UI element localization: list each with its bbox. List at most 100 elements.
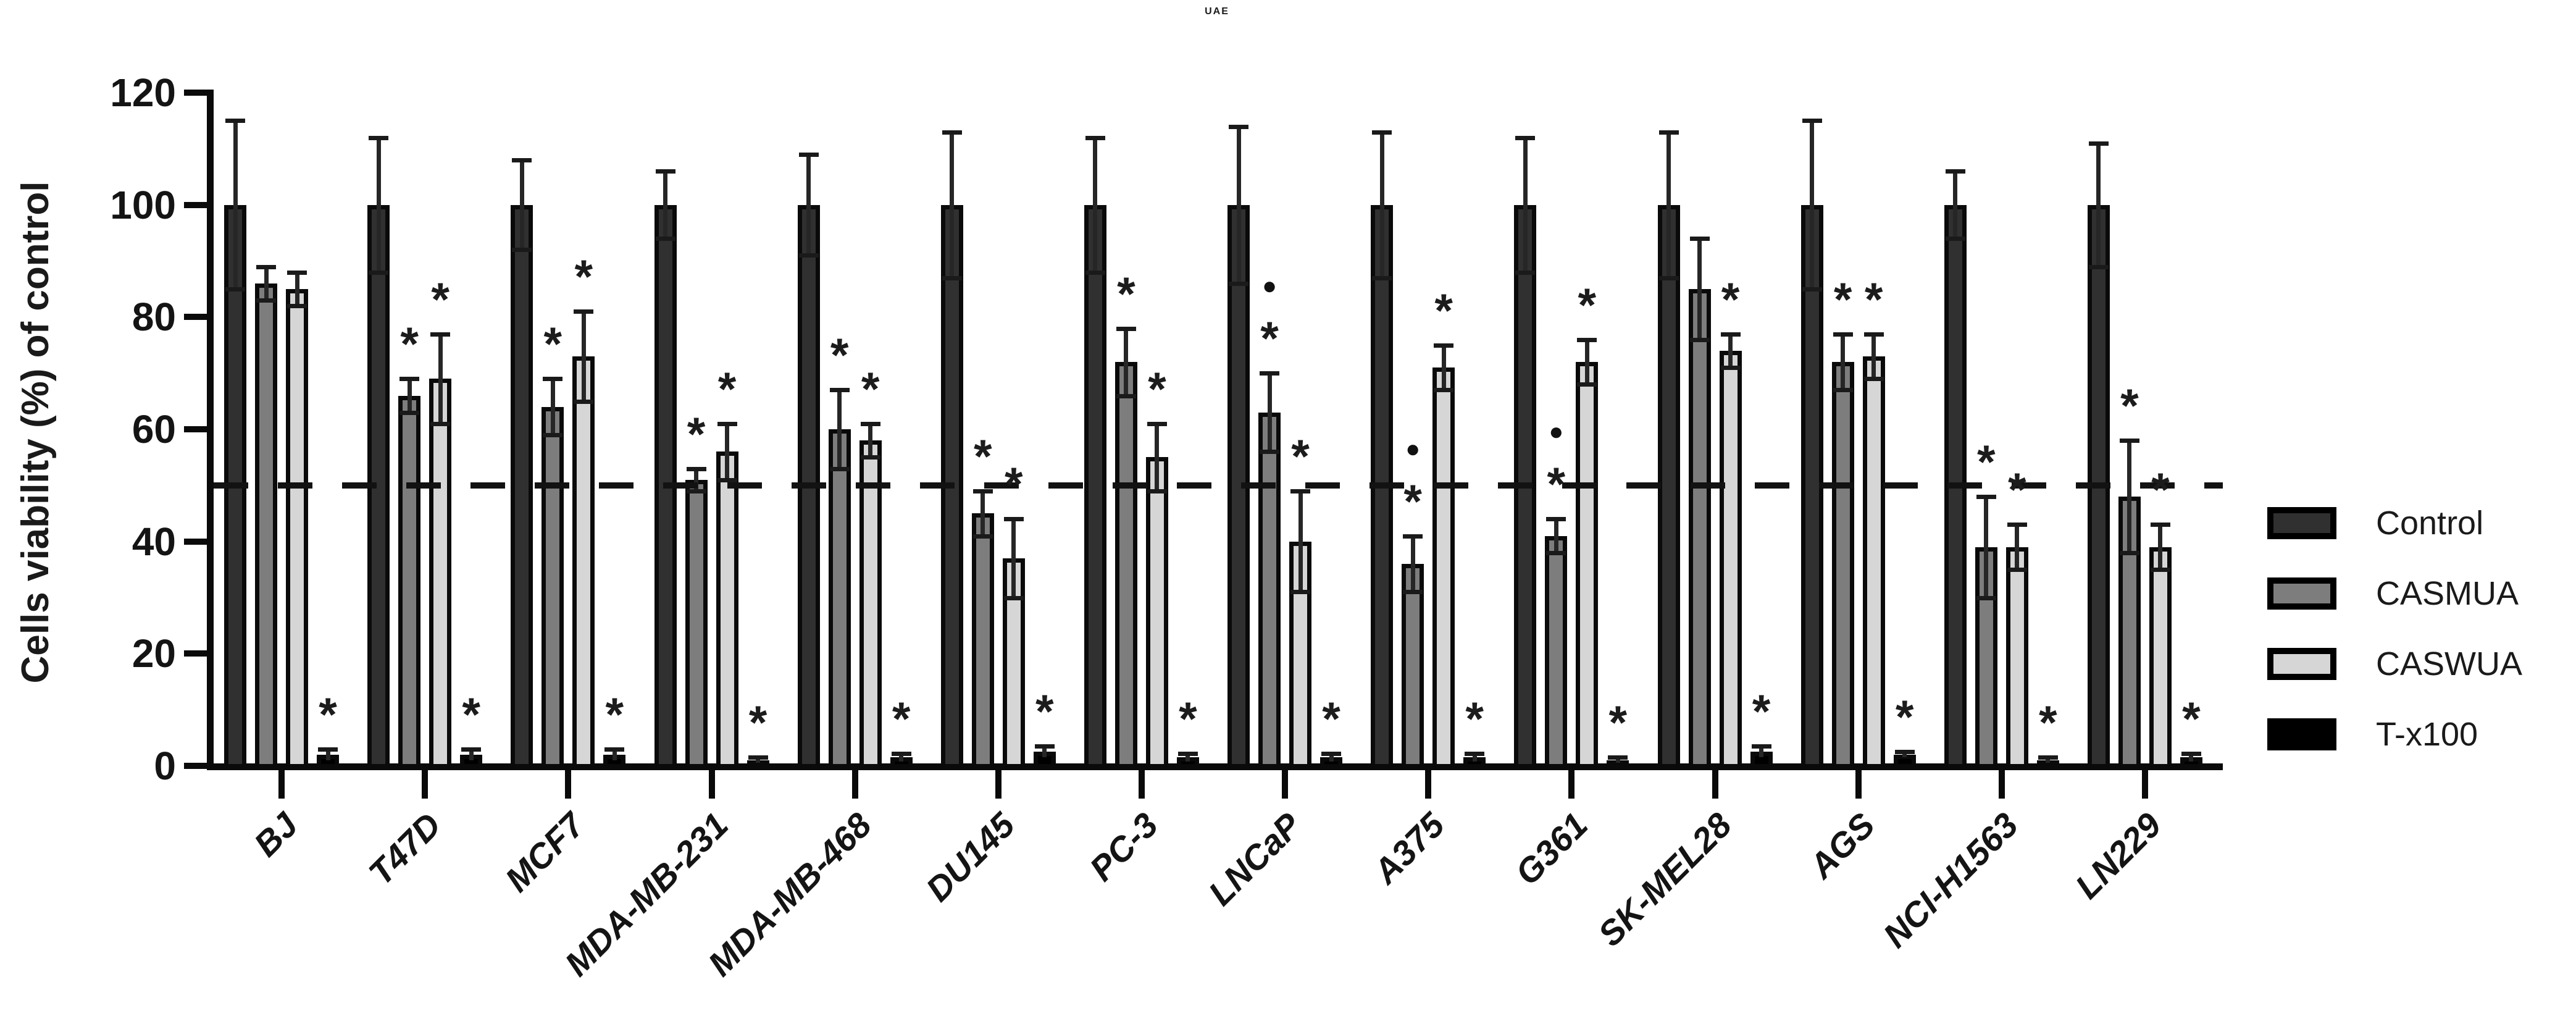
error-cap-top <box>430 332 451 337</box>
significance-asterisk: * <box>2151 464 2170 517</box>
significance-asterisk: * <box>1721 273 1740 326</box>
error-cap-top <box>2119 439 2139 443</box>
error-cap-bottom <box>1976 595 1996 600</box>
error-cap-top <box>512 158 532 162</box>
significance-asterisk: * <box>717 363 737 416</box>
error-cap-top <box>1372 130 1392 135</box>
error-bar-casmua-g361 <box>1554 519 1558 553</box>
error-cap-top <box>2181 752 2201 757</box>
error-bar-control-nci-h1563 <box>1953 171 1958 239</box>
error-cap-bottom <box>543 433 563 438</box>
error-bar-caswua-mda-mb-468 <box>868 423 873 458</box>
error-cap-top <box>1003 517 1024 522</box>
legend-swatch-control <box>2267 507 2336 539</box>
error-cap-top <box>1945 169 1965 174</box>
chart-title: UAE <box>1205 6 1229 17</box>
error-cap-bottom <box>942 275 962 280</box>
error-cap-bottom <box>399 410 420 415</box>
bar-caswua-mda-mb-468 <box>859 440 882 768</box>
x-axis-tick <box>422 770 429 799</box>
error-bar-t-x100-nci-h1563 <box>2046 757 2051 763</box>
significance-asterisk: * <box>1403 475 1422 528</box>
bar-casmua-mda-mb-231 <box>685 479 708 768</box>
significance-dot: ● <box>1405 435 1421 463</box>
significance-asterisk: * <box>574 251 593 304</box>
error-cap-bottom <box>717 477 737 482</box>
significance-asterisk: * <box>605 688 624 741</box>
error-bar-control-ags <box>1810 120 1815 289</box>
error-cap-bottom <box>655 237 675 241</box>
error-cap-bottom <box>1577 382 1597 387</box>
error-bar-control-du145 <box>950 132 955 278</box>
error-bar-caswua-mcf7 <box>581 311 586 401</box>
error-cap-bottom <box>1802 287 1822 292</box>
bar-caswua-ags <box>1862 356 1885 768</box>
error-cap-top <box>399 377 420 382</box>
legend-label-control: Control <box>2376 505 2484 542</box>
bar-casmua-du145 <box>971 513 994 768</box>
error-cap-top <box>1802 119 1822 124</box>
error-cap-bottom <box>829 466 850 471</box>
x-axis-tick <box>1425 770 1432 799</box>
error-cap-top <box>256 264 277 269</box>
significance-asterisk: * <box>1864 273 1883 326</box>
error-cap-top <box>1434 343 1454 348</box>
error-cap-top <box>318 747 338 752</box>
bar-casmua-pc-3 <box>1114 362 1137 768</box>
bar-casmua-bj <box>255 283 278 768</box>
error-bar-t-x100-pc-3 <box>1186 754 1190 762</box>
bar-casmua-g361 <box>1545 535 1568 768</box>
error-bar-t-x100-ags <box>1902 752 1907 758</box>
error-bar-caswua-a375 <box>1441 345 1446 390</box>
error-cap-bottom <box>287 304 307 309</box>
significance-asterisk: * <box>1752 686 1771 739</box>
bar-caswua-bj <box>286 288 309 768</box>
error-cap-bottom <box>574 399 594 404</box>
error-cap-bottom <box>1945 237 1965 241</box>
error-bar-t-x100-du145 <box>1042 746 1047 758</box>
error-bar-casmua-ln229 <box>2127 440 2132 553</box>
error-bar-casmua-ags <box>1841 334 1846 390</box>
error-cap-top <box>2150 523 2170 527</box>
error-bar-t-x100-lncap <box>1329 754 1334 762</box>
error-cap-top <box>1720 332 1741 337</box>
error-cap-bottom <box>430 421 451 426</box>
bar-casmua-a375 <box>1402 564 1424 768</box>
significance-dot: ● <box>1549 418 1564 446</box>
legend-swatch-caswua <box>2267 648 2336 680</box>
error-bar-caswua-g361 <box>1584 339 1589 385</box>
error-bar-casmua-lncap <box>1267 373 1272 452</box>
error-cap-top <box>748 755 768 760</box>
error-cap-top <box>1034 744 1055 749</box>
significance-asterisk: * <box>2007 464 2026 517</box>
error-cap-top <box>2007 523 2027 527</box>
error-bar-control-ln229 <box>2096 143 2101 267</box>
y-axis-line <box>207 90 214 770</box>
y-axis-tick <box>184 314 210 321</box>
error-cap-top <box>1229 124 1249 129</box>
bar-caswua-sk-mel28 <box>1719 350 1742 768</box>
error-cap-bottom <box>1147 489 1167 493</box>
error-bar-control-g361 <box>1523 137 1528 272</box>
error-bar-t-x100-t47d <box>469 749 474 760</box>
error-cap-top <box>1894 750 1915 755</box>
error-cap-top <box>1608 755 1628 760</box>
significance-asterisk: * <box>1322 693 1340 746</box>
error-cap-top <box>1147 421 1167 426</box>
error-cap-top <box>1833 332 1853 337</box>
significance-asterisk: * <box>1608 697 1628 750</box>
error-bar-t-x100-mda-mb-231 <box>756 757 760 763</box>
error-cap-bottom <box>1720 366 1741 371</box>
error-cap-bottom <box>1434 388 1454 393</box>
error-bar-casmua-sk-mel28 <box>1697 238 1702 340</box>
x-axis-tick <box>1712 770 1718 799</box>
error-cap-top <box>1403 534 1423 539</box>
legend-label-casmua: CASMUA <box>2376 575 2519 612</box>
error-bar-casmua-pc-3 <box>1124 328 1129 396</box>
significance-asterisk: * <box>462 688 480 741</box>
error-bar-control-a375 <box>1379 132 1384 278</box>
error-bar-t-x100-ln229 <box>2189 754 2194 762</box>
y-axis-tick <box>184 90 210 96</box>
bar-caswua-mcf7 <box>572 356 595 768</box>
